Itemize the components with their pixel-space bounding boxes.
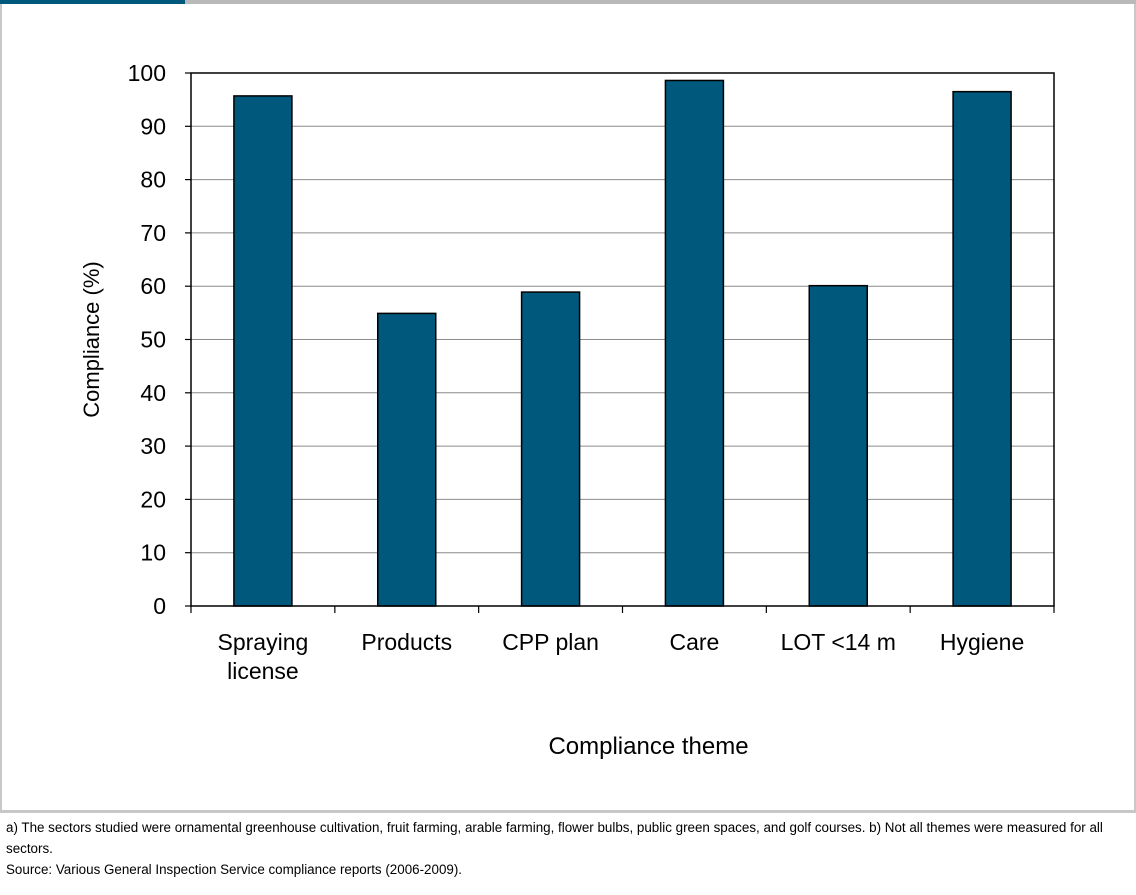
y-tick-label: 80	[140, 167, 166, 193]
y-tick-label: 60	[140, 273, 166, 299]
x-tick-label: LOT <14 m	[781, 629, 896, 655]
x-tick-label: CPP plan	[502, 629, 599, 655]
bar	[520, 291, 581, 607]
x-tick-label: Hygiene	[940, 629, 1024, 655]
bar	[664, 79, 725, 607]
figure-header-strip	[0, 0, 1136, 4]
y-tick-label: 30	[140, 433, 166, 459]
y-tick-label: 20	[140, 486, 166, 512]
y-tick-label: 70	[140, 220, 166, 246]
y-axis-title: Compliance (%)	[79, 261, 104, 418]
bar	[233, 95, 293, 607]
x-tick-label: Spraying	[218, 629, 309, 655]
x-tick-label: Products	[361, 629, 452, 655]
y-tick-label: 10	[140, 540, 166, 566]
y-tick-label: 50	[140, 327, 166, 353]
y-tick-label: 0	[153, 593, 166, 619]
source-note: Source: Various General Inspection Servi…	[6, 862, 463, 877]
gridlines	[191, 125, 1054, 554]
figure-notes: a) The sectors studied were ornamental g…	[6, 817, 1130, 880]
y-tick-label: 100	[128, 60, 166, 86]
bar	[808, 284, 868, 607]
x-tick-label: Care	[669, 629, 719, 655]
figure-header-accent	[0, 0, 185, 4]
y-tick-label: 40	[140, 380, 166, 406]
bar	[377, 312, 437, 607]
x-tick-label: license	[227, 658, 299, 684]
compliance-bar-chart: 0 10 20 30 40 50 60 70 80 90 100 Spraying license Pro…	[79, 60, 1055, 760]
bars	[233, 79, 1012, 607]
axes	[185, 72, 1055, 613]
labels: 0 10 20 30 40 50 60 70 80 90 100 Spraying license Pro…	[79, 60, 1024, 760]
bar	[952, 90, 1012, 607]
note-a: a) The sectors studied were ornamental g…	[6, 820, 1103, 856]
x-axis-title: Compliance theme	[548, 733, 748, 760]
y-tick-label: 90	[140, 113, 166, 139]
